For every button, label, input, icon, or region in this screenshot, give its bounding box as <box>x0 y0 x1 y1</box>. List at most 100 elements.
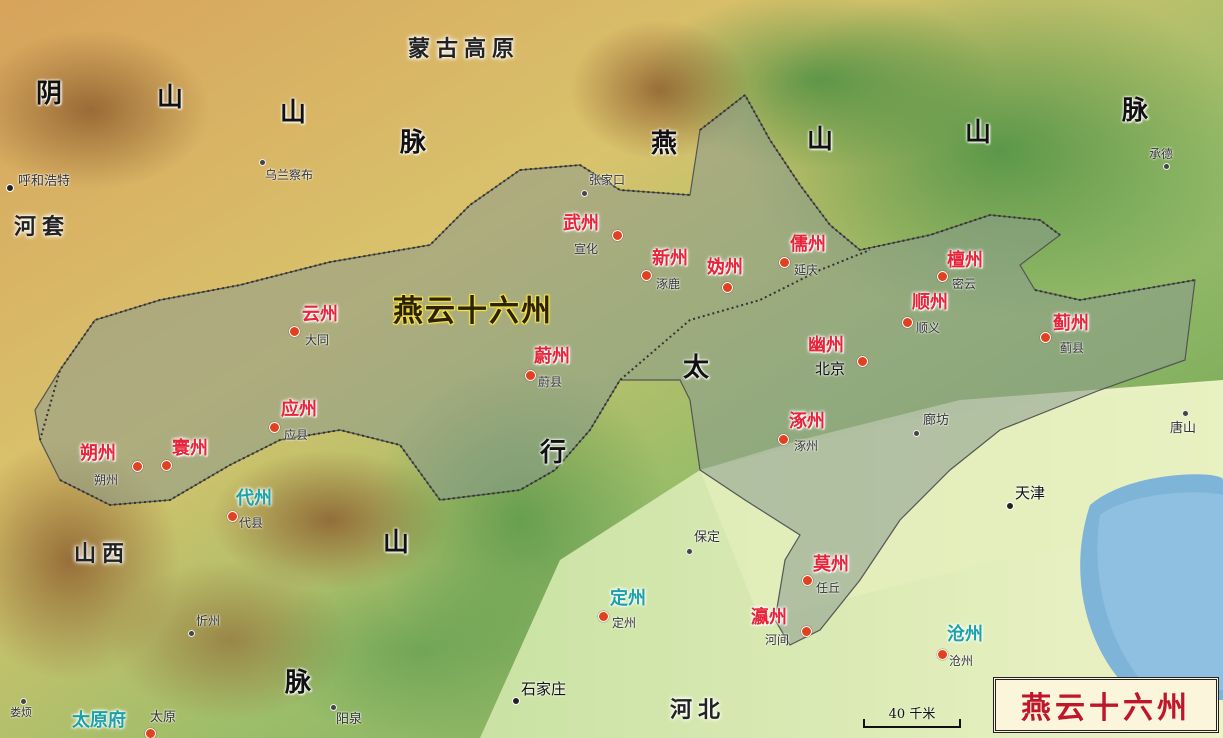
prefecture-dot <box>801 626 812 637</box>
legend-box: 燕云十六州 <box>993 677 1219 733</box>
modern-city-label: 应县 <box>284 428 309 442</box>
yanshan-char-4: 脉 <box>1122 96 1149 126</box>
prefecture-label: 应州 <box>281 399 317 420</box>
map-center-title: 燕云十六州 <box>393 294 553 329</box>
city-dot <box>20 698 27 705</box>
prefecture-label: 朔州 <box>80 443 116 464</box>
city-label-shijiazhuang: 石家庄 <box>521 680 567 698</box>
prefecture-label: 蓟州 <box>1053 313 1089 334</box>
prefecture-label: 幽州 <box>808 335 844 356</box>
prefecture-label: 檀州 <box>947 250 983 271</box>
yanshan-char-1: 燕 <box>651 129 678 159</box>
region-hetao: 河套 <box>14 214 71 240</box>
prefecture-label: 武州 <box>563 213 599 234</box>
yanshan-char-2: 山 <box>807 125 834 155</box>
prefecture-dot <box>161 460 172 471</box>
modern-city-label: 蓟县 <box>1060 341 1085 355</box>
city-dot <box>512 697 520 705</box>
city-dot <box>1163 163 1170 170</box>
city-dot <box>6 184 14 192</box>
yinshan-char-1: 阴 <box>36 79 63 109</box>
city-dot <box>330 704 337 711</box>
prefecture-dot <box>525 370 536 381</box>
prefecture-dot <box>778 434 789 445</box>
prefecture-label: 莫州 <box>813 554 849 575</box>
taihang-char-2: 行 <box>540 438 567 468</box>
taihang-char-1: 太 <box>683 353 710 383</box>
other-prefecture-label: 太原府 <box>72 710 126 731</box>
region-shanxi: 山西 <box>74 541 131 567</box>
modern-city-label: 河间 <box>765 633 790 647</box>
modern-city-label: 沧州 <box>949 654 974 668</box>
prefecture-dot <box>1040 332 1051 343</box>
city-label-ulanqab: 乌兰察布 <box>265 168 314 182</box>
region-mongolian-plateau: 蒙古高原 <box>408 36 521 62</box>
modern-city-label: 密云 <box>952 277 977 291</box>
prefecture-dot <box>227 511 238 522</box>
city-dot <box>188 630 195 637</box>
city-label-xinzhou: 忻州 <box>196 614 221 628</box>
prefecture-dot <box>779 257 790 268</box>
prefecture-label: 云州 <box>302 304 338 325</box>
city-dot <box>1006 502 1014 510</box>
yinshan-char-4: 脉 <box>400 128 427 158</box>
scale-label: 40 千米 <box>888 707 936 722</box>
city-label-hohhot: 呼和浩特 <box>18 174 71 189</box>
prefecture-dot <box>289 326 300 337</box>
city-label-tangshan: 唐山 <box>1170 421 1197 436</box>
prefecture-label: 瀛州 <box>751 607 787 628</box>
modern-city-label: 涿州 <box>794 439 819 453</box>
scale-ruler <box>863 719 961 728</box>
prefecture-label: 新州 <box>652 248 688 269</box>
prefecture-dot <box>937 271 948 282</box>
taihang-char-4: 脉 <box>285 668 312 698</box>
prefecture-label: 顺州 <box>912 292 948 313</box>
other-prefecture-label: 定州 <box>610 588 646 609</box>
prefecture-label: 涿州 <box>789 411 825 432</box>
prefecture-dot <box>145 728 156 738</box>
legend-title: 燕云十六州 <box>1021 691 1191 726</box>
city-dot <box>686 548 693 555</box>
city-dot <box>913 430 920 437</box>
modern-city-label: 蔚县 <box>538 375 563 389</box>
prefecture-dot <box>802 575 813 586</box>
modern-city-label: 代县 <box>239 516 264 530</box>
scale-bar: 40 千米 <box>862 703 962 733</box>
region-hebei: 河北 <box>670 697 727 723</box>
modern-city-label: 太原 <box>150 710 177 725</box>
other-prefecture-label: 沧州 <box>947 624 983 645</box>
city-label-tianjin: 天津 <box>1015 484 1046 502</box>
prefecture-label: 儒州 <box>790 234 826 255</box>
prefecture-dot <box>612 230 623 241</box>
modern-city-label: 大同 <box>305 333 330 347</box>
prefecture-dot <box>269 422 280 433</box>
modern-city-label: 顺义 <box>916 321 941 335</box>
other-prefecture-label: 代州 <box>236 488 272 509</box>
prefecture-dot <box>132 461 143 472</box>
prefecture-dot <box>857 356 868 367</box>
modern-city-label: 宣化 <box>574 242 599 256</box>
modern-city-label: 定州 <box>612 616 637 630</box>
city-label-zhangjiakou: 张家口 <box>589 173 626 187</box>
taihang-char-3: 山 <box>383 528 410 558</box>
modern-city-label: 涿鹿 <box>656 277 681 291</box>
prefecture-label: 蔚州 <box>534 346 570 367</box>
city-label-chengde: 承德 <box>1149 147 1174 161</box>
city-dot <box>259 159 266 166</box>
prefecture-dot <box>722 282 733 293</box>
city-label-yangquan: 阳泉 <box>336 712 363 727</box>
prefecture-dot <box>641 270 652 281</box>
city-label-loufan: 娄烦 <box>10 706 32 719</box>
yinshan-char-3: 山 <box>280 98 307 128</box>
modern-city-label: 任丘 <box>816 581 841 595</box>
prefecture-label: 妫州 <box>707 257 743 278</box>
city-label-baoding: 保定 <box>694 530 721 545</box>
prefecture-dot <box>902 317 913 328</box>
yanshan-char-3: 山 <box>965 118 992 148</box>
prefecture-dot <box>937 649 948 660</box>
city-label-langfang: 廊坊 <box>923 413 950 428</box>
city-dot <box>581 190 588 197</box>
prefecture-dot <box>598 611 609 622</box>
